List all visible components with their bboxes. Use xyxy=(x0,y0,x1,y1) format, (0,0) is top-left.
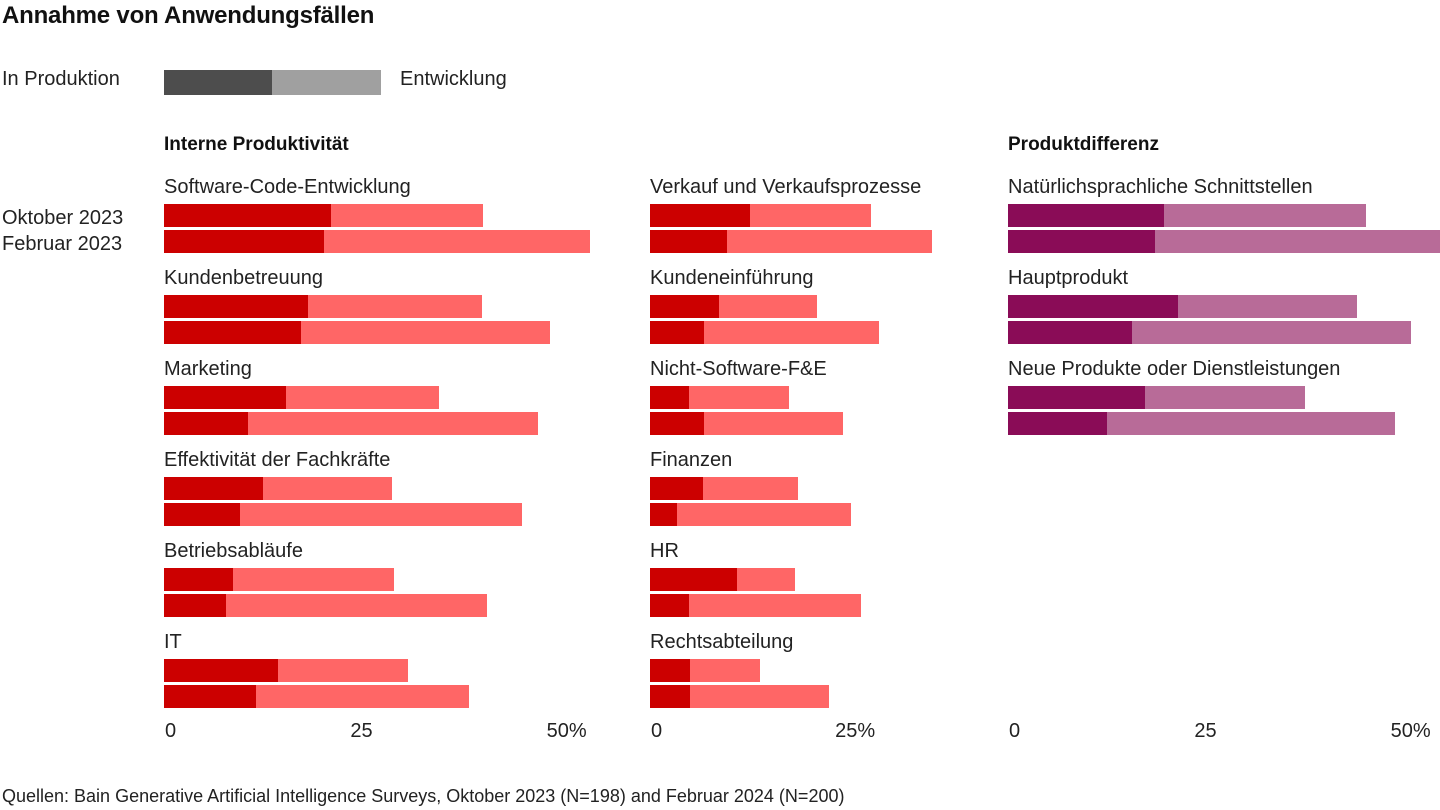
row-label-oktober-2023: Oktober 2023 xyxy=(2,207,124,229)
bar-development-verkauf-und-verkaufsprozesse-oktober-2023 xyxy=(750,204,872,227)
bar-development-it-februar-2023 xyxy=(255,685,469,708)
category-label-hr: HR xyxy=(650,540,679,562)
bar-development-effektivität-der-fachkräfte-oktober-2023 xyxy=(262,477,393,500)
bar-production-natürlichsprachliche-schnittstellen-oktober-2023 xyxy=(1008,204,1164,227)
bar-production-kundenbetreuung-februar-2023 xyxy=(164,321,301,344)
category-label-kundeneinführung: Kundeneinführung xyxy=(650,267,814,289)
bar-development-finanzen-februar-2023 xyxy=(676,503,851,526)
bar-production-finanzen-februar-2023 xyxy=(650,503,677,526)
bar-production-nicht-software-f-e-februar-2023 xyxy=(650,412,704,435)
bar-production-software-code-entwicklung-februar-2023 xyxy=(164,230,325,253)
bar-production-it-oktober-2023 xyxy=(164,659,278,682)
bar-production-software-code-entwicklung-oktober-2023 xyxy=(164,204,331,227)
bar-development-verkauf-und-verkaufsprozesse-februar-2023 xyxy=(726,230,933,253)
category-label-hauptprodukt: Hauptprodukt xyxy=(1008,267,1129,289)
category-label-betriebsabläufe: Betriebsabläufe xyxy=(164,540,303,562)
bar-development-effektivität-der-fachkräfte-februar-2023 xyxy=(239,503,522,526)
bar-development-marketing-oktober-2023 xyxy=(285,386,439,409)
bar-development-hr-oktober-2023 xyxy=(736,568,796,591)
axis-tick-label: 25 xyxy=(350,720,373,742)
bar-production-verkauf-und-verkaufsprozesse-oktober-2023 xyxy=(650,204,751,227)
bar-development-kundeneinführung-februar-2023 xyxy=(703,321,880,344)
axis-tick-label: 25 xyxy=(1194,720,1217,742)
bar-development-rechtsabteilung-oktober-2023 xyxy=(690,659,760,682)
axis-tick-label: 25% xyxy=(835,720,876,742)
bar-development-software-code-entwicklung-februar-2023 xyxy=(324,230,590,253)
category-label-software-code-entwicklung: Software-Code-Entwicklung xyxy=(164,176,411,198)
bar-production-betriebsabläufe-oktober-2023 xyxy=(164,568,233,591)
bar-development-hauptprodukt-februar-2023 xyxy=(1132,321,1411,344)
bar-development-natürlichsprachliche-schnittstellen-februar-2023 xyxy=(1154,230,1440,253)
category-label-nicht-software-f-e: Nicht-Software-F&E xyxy=(650,358,827,380)
legend-label-development: Entwicklung xyxy=(400,68,507,90)
panel-title-produktdifferenz: Produktdifferenz xyxy=(1008,134,1159,155)
bar-development-kundenbetreuung-februar-2023 xyxy=(300,321,551,344)
chart-title: Annahme von Anwendungsfällen xyxy=(2,2,375,29)
category-label-effektivität-der-fachkräfte: Effektivität der Fachkräfte xyxy=(164,449,391,471)
bar-production-neue-produkte-oder-dienstleistungen-oktober-2023 xyxy=(1008,386,1145,409)
bar-development-kundenbetreuung-oktober-2023 xyxy=(307,295,483,318)
bar-production-rechtsabteilung-oktober-2023 xyxy=(650,659,691,682)
legend-label-production: In Produktion xyxy=(2,68,120,90)
category-label-neue-produkte-oder-dienstleistungen: Neue Produkte oder Dienstleistungen xyxy=(1008,358,1341,380)
bar-production-kundeneinführung-oktober-2023 xyxy=(650,295,719,318)
bar-development-software-code-entwicklung-oktober-2023 xyxy=(330,204,484,227)
row-label-februar-2023: Februar 2023 xyxy=(2,233,123,255)
panel-title-interne-produktivitaet: Interne Produktivität xyxy=(164,134,349,155)
bar-development-natürlichsprachliche-schnittstellen-oktober-2023 xyxy=(1163,204,1366,227)
bar-development-it-oktober-2023 xyxy=(277,659,409,682)
bar-development-kundeneinführung-oktober-2023 xyxy=(718,295,817,318)
bar-production-nicht-software-f-e-oktober-2023 xyxy=(650,386,689,409)
bar-production-betriebsabläufe-februar-2023 xyxy=(164,594,226,617)
category-label-verkauf-und-verkaufsprozesse: Verkauf und Verkaufsprozesse xyxy=(650,176,922,198)
axis-tick-label: 0 xyxy=(651,720,663,742)
bar-development-hauptprodukt-oktober-2023 xyxy=(1177,295,1358,318)
bar-production-marketing-februar-2023 xyxy=(164,412,248,435)
bar-production-natürlichsprachliche-schnittstellen-februar-2023 xyxy=(1008,230,1155,253)
category-label-kundenbetreuung: Kundenbetreuung xyxy=(164,267,324,289)
bar-production-effektivität-der-fachkräfte-oktober-2023 xyxy=(164,477,263,500)
category-label-finanzen: Finanzen xyxy=(650,449,733,471)
category-label-rechtsabteilung: Rechtsabteilung xyxy=(650,631,794,653)
axis-tick-label: 50% xyxy=(1390,720,1431,742)
bar-production-effektivität-der-fachkräfte-februar-2023 xyxy=(164,503,240,526)
bar-production-kundenbetreuung-oktober-2023 xyxy=(164,295,308,318)
axis-tick-label: 0 xyxy=(1009,720,1021,742)
bar-development-nicht-software-f-e-oktober-2023 xyxy=(688,386,790,409)
bar-production-hauptprodukt-februar-2023 xyxy=(1008,321,1133,344)
bar-development-betriebsabläufe-februar-2023 xyxy=(225,594,488,617)
bar-development-finanzen-oktober-2023 xyxy=(702,477,798,500)
category-label-marketing: Marketing xyxy=(164,358,252,380)
bar-development-hr-februar-2023 xyxy=(688,594,861,617)
axis-tick-label: 50% xyxy=(546,720,587,742)
bar-production-hr-februar-2023 xyxy=(650,594,689,617)
bar-production-hauptprodukt-oktober-2023 xyxy=(1008,295,1178,318)
legend-swatch-production xyxy=(164,70,272,95)
bar-development-neue-produkte-oder-dienstleistungen-februar-2023 xyxy=(1106,412,1396,435)
bar-production-verkauf-und-verkaufsprozesse-februar-2023 xyxy=(650,230,727,253)
axis-tick-label: 0 xyxy=(165,720,177,742)
legend-swatch-development xyxy=(272,70,381,95)
category-label-it: IT xyxy=(164,631,182,653)
bar-production-finanzen-oktober-2023 xyxy=(650,477,703,500)
bar-production-neue-produkte-oder-dienstleistungen-februar-2023 xyxy=(1008,412,1107,435)
bar-development-rechtsabteilung-februar-2023 xyxy=(690,685,830,708)
bar-development-betriebsabläufe-oktober-2023 xyxy=(232,568,394,591)
bar-development-neue-produkte-oder-dienstleistungen-oktober-2023 xyxy=(1144,386,1306,409)
bar-production-kundeneinführung-februar-2023 xyxy=(650,321,704,344)
bar-production-rechtsabteilung-februar-2023 xyxy=(650,685,691,708)
bar-production-it-februar-2023 xyxy=(164,685,256,708)
bar-development-nicht-software-f-e-februar-2023 xyxy=(703,412,843,435)
bar-development-marketing-februar-2023 xyxy=(247,412,538,435)
bar-production-hr-oktober-2023 xyxy=(650,568,737,591)
category-label-natürlichsprachliche-schnittstellen: Natürlichsprachliche Schnittstellen xyxy=(1008,176,1313,198)
source-note: Quellen: Bain Generative Artificial Inte… xyxy=(2,786,845,806)
bar-production-marketing-oktober-2023 xyxy=(164,386,286,409)
